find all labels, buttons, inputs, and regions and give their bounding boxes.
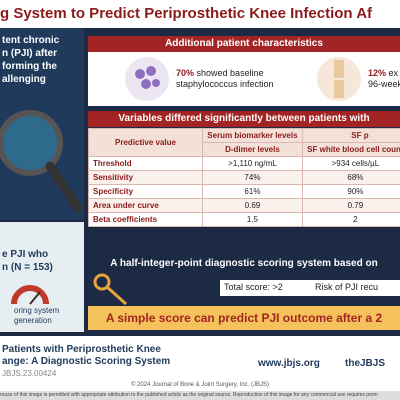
copyright: © 2024 Journal of Bone & Joint Surgery, … — [130, 382, 270, 388]
license: reuse of this image is permitted with ap… — [0, 391, 400, 400]
article-line: Patients with Periprosthetic Knee — [2, 344, 161, 355]
left-panel: tent chronic n (PJI) after forming the a… — [0, 28, 84, 220]
key-icon — [93, 273, 128, 306]
table-cell: 74% — [202, 170, 303, 185]
table-row: Sensitivity 74% 68% — [88, 170, 400, 185]
conclusion: A simple score can predict PJI outcome a… — [88, 306, 400, 330]
article-doi: JBJS.23.00424 — [2, 369, 57, 378]
corner-header: Predictive value — [88, 128, 203, 157]
caption-line: generation — [14, 316, 52, 325]
scoring-heading: A half-integer-point diagnostic scoring … — [110, 258, 378, 269]
intro-line: n (PJI) after — [2, 48, 58, 59]
score: Total score: >2 — [224, 282, 283, 292]
table-cell: 0.69 — [202, 198, 303, 213]
table-cell: >934 cells/µL — [301, 156, 400, 171]
study-panel: e PJI who n (N = 153) oring system gener… — [0, 222, 84, 332]
table: Predictive value Serum biomarker levels … — [88, 128, 400, 227]
caption-line: oring system — [14, 306, 60, 315]
intro-text: tent chronic n (PJI) after forming the a… — [2, 34, 59, 86]
column-header: D-dimer levels — [202, 142, 303, 157]
article-title: Patients with Periprosthetic Knee ange: … — [2, 344, 170, 380]
table-cell: 1.5 — [202, 212, 303, 227]
title: g System to Predict Periprosthetic Knee … — [0, 5, 373, 22]
table-box: Predictive value Serum biomarker levels … — [88, 128, 400, 227]
intro-line: tent chronic — [2, 35, 60, 46]
char-highlight: 12% — [368, 68, 387, 78]
score-box — [220, 280, 400, 296]
intro-line: allenging — [2, 74, 46, 85]
magnifier-icon — [0, 110, 83, 213]
table-cell: 90% — [301, 184, 400, 199]
footer: Patients with Periprosthetic Knee ange: … — [0, 336, 400, 400]
site[interactable]: www.jbjs.org — [258, 358, 320, 369]
row-header: Beta coefficients — [88, 212, 203, 227]
study-text: e PJI who n (N = 153) — [2, 248, 53, 274]
risk: Risk of PJI recu — [315, 282, 379, 292]
table-row: Area under curve 0.69 0.79 — [88, 198, 400, 213]
study-line: e PJI who — [2, 249, 49, 260]
column-header: SF white blood cell count — [301, 142, 400, 157]
study-line: n (N = 153) — [2, 262, 53, 273]
table-cell: >1,110 ng/mL — [202, 156, 303, 171]
row-header: Sensitivity — [88, 170, 203, 185]
row-header: Specificity — [88, 184, 203, 199]
char-item: 12% ex 96-week — [368, 68, 400, 90]
table-cell: 61% — [202, 184, 303, 199]
table-heading: Variables differed significantly between… — [88, 111, 400, 127]
title-bar: g System to Predict Periprosthetic Knee … — [0, 0, 400, 28]
bacteria-icon — [125, 57, 169, 101]
knee-icon — [317, 57, 361, 101]
table-row: Threshold >1,110 ng/mL >934 cells/µL — [88, 156, 400, 171]
group-header: SF p — [301, 128, 400, 143]
char-text: 96-week — [368, 79, 400, 89]
characteristics-box: 70% showed baseline staphylococcus infec… — [88, 52, 400, 106]
intro-line: forming the — [2, 61, 57, 72]
char-text: showed baseline staphylococcus infection — [176, 68, 274, 89]
row-header: Area under curve — [88, 198, 203, 213]
characteristics-heading: Additional patient characteristics — [88, 36, 400, 52]
table-cell: 68% — [301, 170, 400, 185]
table-cell: 0.79 — [301, 198, 400, 213]
table-row: Specificity 61% 90% — [88, 184, 400, 199]
group-header: Serum biomarker levels — [202, 128, 303, 143]
caption: oring system generation — [14, 306, 59, 326]
char-highlight: 70% — [176, 68, 195, 78]
row-header: Threshold — [88, 156, 203, 171]
char-text: ex — [388, 68, 399, 78]
table-row: Beta coefficients 1.5 2 — [88, 212, 400, 227]
article-line: ange: A Diagnostic Scoring System — [2, 356, 171, 367]
char-item: 70% showed baseline staphylococcus infec… — [176, 68, 296, 90]
social[interactable]: theJBJS — [345, 358, 386, 369]
gauge-icon — [11, 285, 49, 305]
table-cell: 2 — [301, 212, 400, 227]
